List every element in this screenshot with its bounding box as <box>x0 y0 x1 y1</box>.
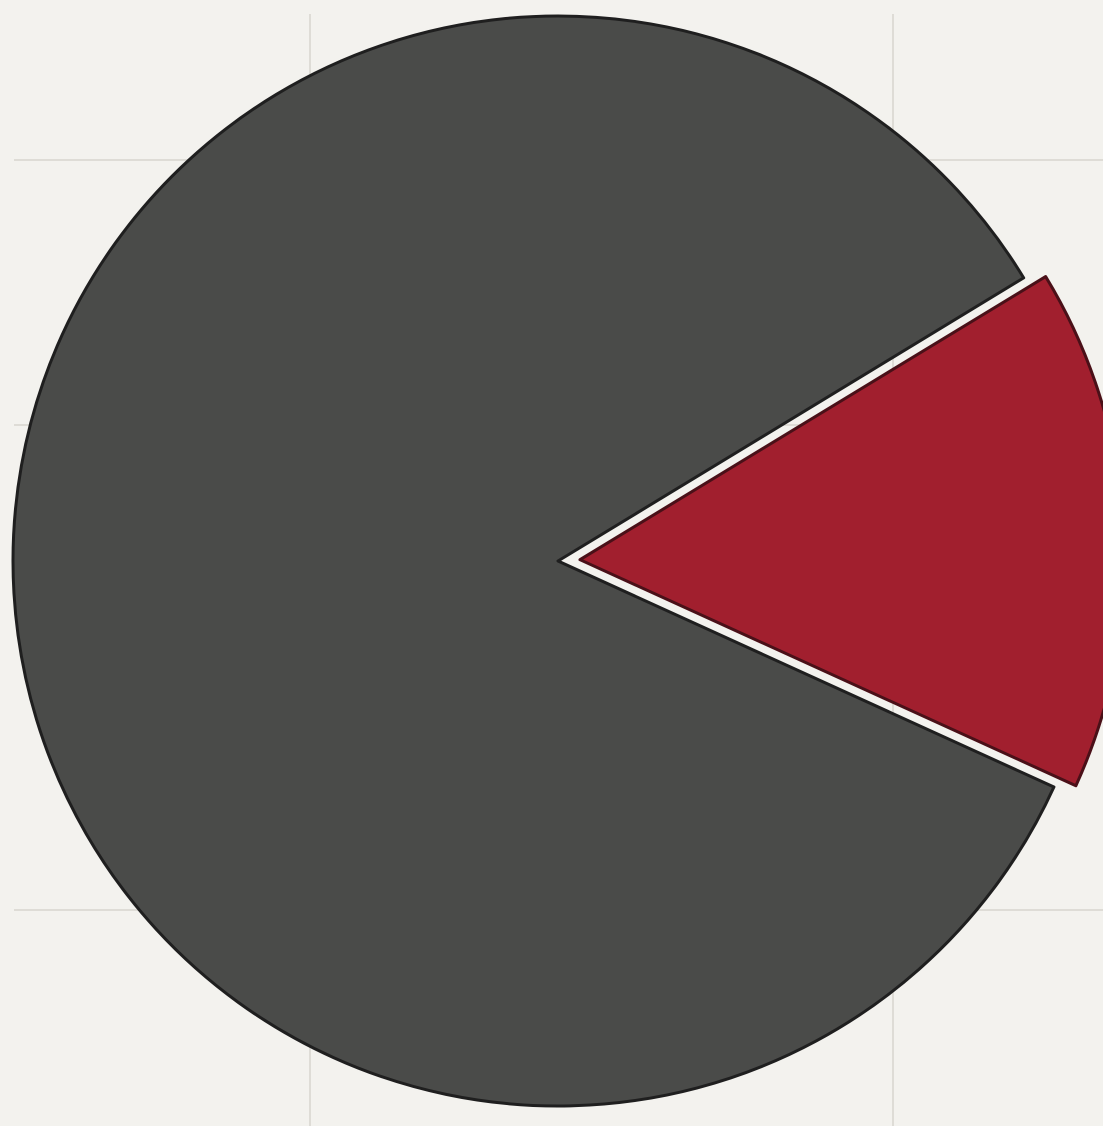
pie-slice-exploded <box>578 275 1103 788</box>
pie-slice <box>11 14 1056 1108</box>
pie-slices <box>11 14 1103 1108</box>
